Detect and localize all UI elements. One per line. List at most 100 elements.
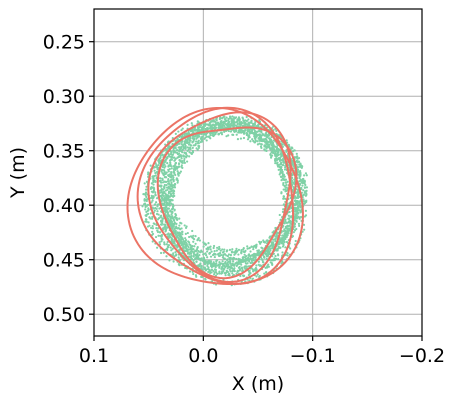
data-point <box>147 208 150 212</box>
data-point <box>170 181 173 184</box>
data-point <box>167 174 170 177</box>
data-point <box>176 137 179 141</box>
data-point <box>227 134 230 137</box>
data-point <box>260 257 263 261</box>
data-point <box>157 203 160 206</box>
data-point <box>268 134 271 137</box>
data-point <box>200 264 203 267</box>
data-point <box>160 189 163 192</box>
data-point <box>293 155 297 159</box>
data-point <box>280 239 284 242</box>
data-point <box>156 246 159 249</box>
data-point <box>284 197 287 200</box>
data-point <box>224 274 227 277</box>
data-point <box>237 248 241 251</box>
data-point <box>178 217 181 220</box>
data-point <box>199 124 202 127</box>
data-point <box>219 262 222 265</box>
data-point <box>169 246 172 249</box>
data-point <box>241 259 245 262</box>
data-point <box>221 256 224 259</box>
data-point <box>221 271 224 274</box>
data-point <box>171 253 175 257</box>
data-point <box>154 191 157 194</box>
data-point <box>299 215 303 219</box>
data-point <box>214 126 217 130</box>
data-point <box>172 156 176 159</box>
data-point <box>144 218 148 221</box>
data-point <box>203 124 207 127</box>
data-point <box>284 229 287 233</box>
data-point <box>174 251 177 254</box>
data-point <box>238 258 241 261</box>
data-point <box>175 222 178 225</box>
data-point <box>238 129 242 133</box>
data-point <box>178 142 181 145</box>
data-point <box>258 251 261 254</box>
data-point <box>219 117 222 120</box>
data-point <box>298 175 301 178</box>
data-point <box>147 172 150 176</box>
data-point <box>225 270 229 273</box>
data-point <box>284 181 287 184</box>
data-point <box>149 217 152 220</box>
data-point <box>181 242 184 245</box>
data-point <box>170 185 173 188</box>
data-point <box>244 262 247 265</box>
data-point <box>173 216 176 219</box>
data-point <box>162 251 165 254</box>
data-point <box>214 268 218 272</box>
data-point <box>299 162 302 165</box>
data-point <box>159 231 162 234</box>
data-point <box>189 137 192 140</box>
data-point <box>302 179 305 183</box>
grid-layer <box>93 9 423 336</box>
data-point <box>155 227 158 230</box>
data-point <box>160 223 163 226</box>
data-point <box>190 152 193 156</box>
data-point <box>171 186 175 189</box>
data-point <box>294 239 297 243</box>
data-point <box>170 170 173 174</box>
data-point <box>241 256 244 259</box>
data-point <box>246 138 250 141</box>
data-point <box>265 270 268 274</box>
data-point <box>265 254 268 257</box>
data-point <box>169 152 172 156</box>
data-point <box>173 227 176 231</box>
data-point <box>268 145 271 148</box>
data-point <box>283 240 286 244</box>
data-point <box>263 148 266 151</box>
data-point <box>258 142 261 145</box>
data-point <box>172 150 175 153</box>
data-point <box>212 134 215 138</box>
data-point <box>229 125 232 128</box>
data-point <box>202 266 205 269</box>
data-point <box>222 264 225 267</box>
data-point <box>283 228 286 231</box>
data-point <box>170 249 173 252</box>
data-point <box>233 257 236 260</box>
x-tick-label: −0.1 <box>290 345 336 367</box>
data-point <box>296 168 300 171</box>
data-point <box>156 166 159 169</box>
data-point <box>166 212 170 216</box>
data-point <box>273 259 276 262</box>
data-point <box>266 251 269 254</box>
data-point <box>160 199 163 202</box>
data-point <box>183 161 186 164</box>
data-point <box>190 250 193 253</box>
data-point <box>189 247 192 251</box>
data-point <box>301 184 304 187</box>
series-line <box>147 111 292 283</box>
data-point <box>194 242 197 245</box>
data-point <box>155 197 159 200</box>
data-point <box>227 119 230 122</box>
data-point <box>285 186 288 189</box>
data-point <box>282 203 286 206</box>
data-point <box>265 146 268 149</box>
data-point <box>167 165 170 168</box>
data-point <box>299 164 303 167</box>
data-point <box>298 217 301 220</box>
data-point <box>152 183 155 186</box>
